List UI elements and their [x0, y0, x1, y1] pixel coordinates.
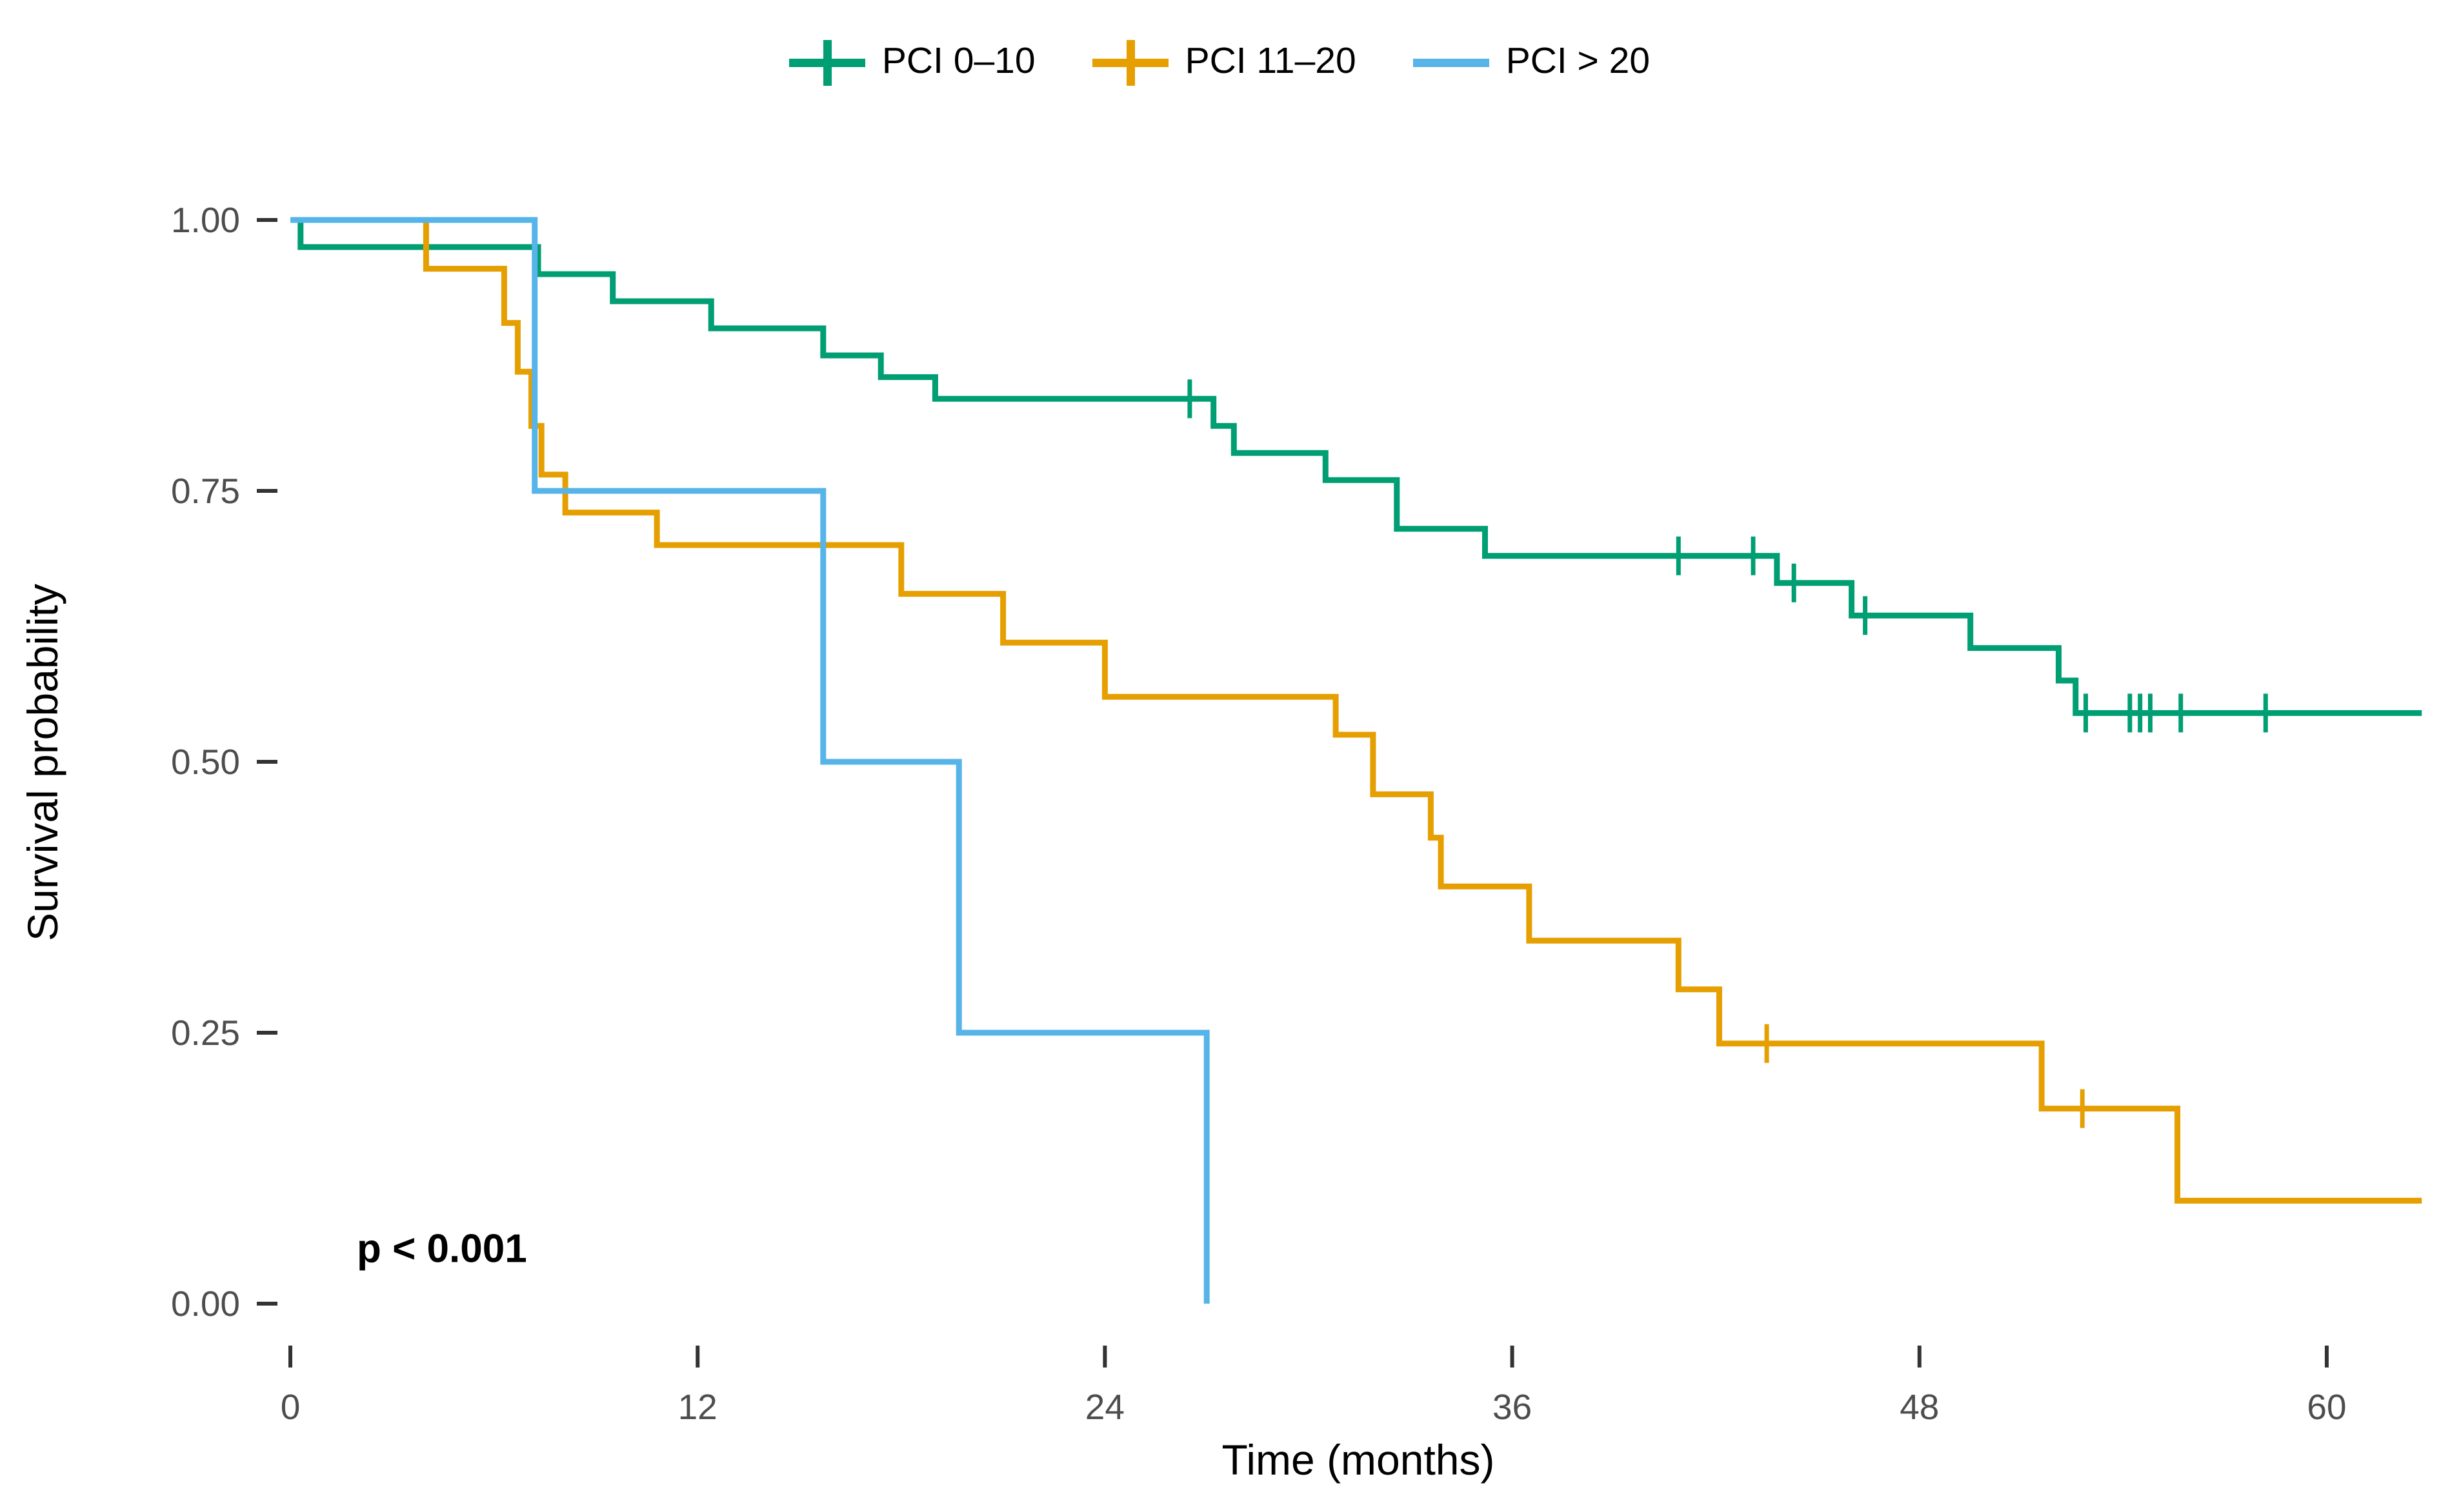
- y-axis-title: Survival probability: [19, 584, 66, 941]
- x-axis-tick-label: 24: [1085, 1387, 1125, 1427]
- x-axis-tick-label: 12: [678, 1387, 718, 1427]
- survival-curve: [290, 217, 1210, 1304]
- legend-key-cross: [1126, 40, 1135, 86]
- legend-key-line: [1412, 59, 1489, 67]
- y-axis-tick-label: 1.00: [171, 200, 240, 240]
- x-axis-title: Time (months): [1221, 1436, 1495, 1484]
- legend-cross-key-icon: [1092, 25, 1169, 101]
- x-axis-tick-label: 0: [281, 1387, 301, 1427]
- legend-item: PCI 11–20: [1092, 25, 1356, 101]
- legend-item: PCI 0–10: [788, 25, 1036, 101]
- y-axis-tick-label: 0.25: [171, 1013, 240, 1053]
- legend-line-key-icon: [1412, 25, 1489, 101]
- legend-cross-key-icon: [788, 25, 865, 101]
- legend: PCI 0–10 PCI 11–20 PCI > 20: [0, 25, 2439, 101]
- survival-curve: [290, 217, 2422, 716]
- pvalue-annotation: p < 0.001: [357, 1226, 527, 1271]
- legend-label: PCI > 20: [1505, 39, 1651, 81]
- x-axis-tick-label: 36: [1492, 1387, 1532, 1427]
- legend-key-cross: [823, 40, 832, 86]
- y-axis-tick-label: 0.75: [171, 471, 240, 511]
- x-axis-tick-label: 48: [1900, 1387, 1939, 1427]
- legend-item: PCI > 20: [1412, 25, 1651, 101]
- legend-label: PCI 11–20: [1185, 39, 1356, 81]
- y-axis-tick-label: 0.50: [171, 742, 240, 782]
- legend-label: PCI 0–10: [881, 39, 1036, 81]
- y-axis-tick-label: 0.00: [171, 1284, 240, 1324]
- x-axis-tick-label: 60: [2307, 1387, 2346, 1427]
- survival-curve: [290, 217, 2422, 1204]
